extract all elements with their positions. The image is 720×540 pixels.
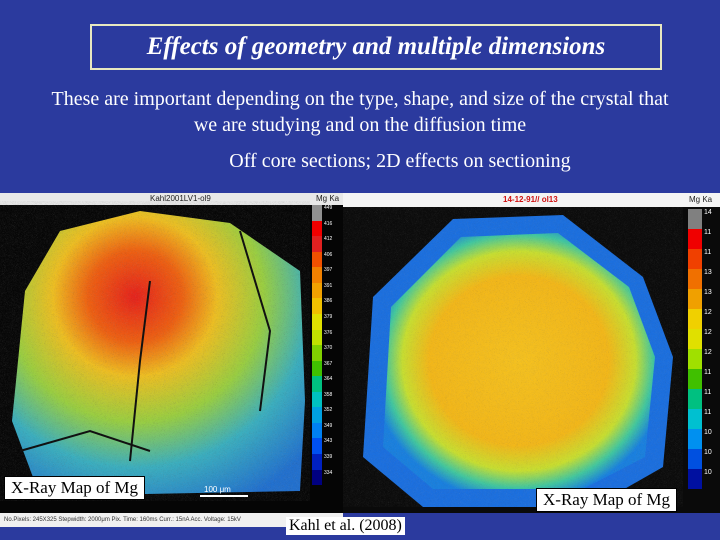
legend-value: 12	[704, 329, 712, 336]
legend-value: 11	[704, 249, 712, 256]
legend-value: 11	[704, 389, 712, 396]
subnote: Off core sections; 2D effects on section…	[229, 150, 571, 172]
legend-value: 11	[704, 369, 712, 376]
legend-value: 10	[704, 429, 712, 436]
right-color-legend	[688, 209, 702, 489]
right-crystal-image	[363, 215, 673, 507]
legend-value: 364	[324, 376, 333, 383]
left-xray-map: Kahl2001LV1-ol9 Mg Ka 449 416 412 406 397 391…	[0, 193, 343, 513]
legend-value: 370	[324, 345, 333, 352]
legend-value: 14	[704, 209, 712, 216]
left-legend-labels: 449 416 412 406 397 391 386 379 376 370 367 364 358 3…	[324, 205, 342, 485]
legend-value: 12	[704, 349, 712, 356]
legend-value: 358	[324, 391, 333, 398]
right-map-header-title: 14-12-91// ol13	[503, 195, 558, 204]
legend-value: 13	[704, 269, 712, 276]
left-map-header-title: Kahl2001LV1-ol9	[150, 194, 211, 203]
subtitle: These are important depending on the typ…	[51, 88, 669, 136]
right-map-header-label: Mg Ka	[689, 195, 713, 204]
right-legend-labels: 14 11 11 13 13 12 12 12 11 11 11 10 10 10	[704, 209, 720, 489]
scale-bar	[200, 495, 248, 497]
right-xray-map: 14-12-91// ol13 Mg Ka 14 11 11 13 13 12 12 12 11…	[343, 193, 720, 513]
legend-value: 10	[704, 469, 712, 476]
legend-value: 343	[324, 438, 333, 445]
legend-value: 352	[324, 407, 333, 414]
legend-value: 412	[324, 236, 333, 243]
legend-value: 391	[324, 282, 333, 289]
legend-value: 376	[324, 329, 333, 336]
legend-value: 416	[324, 220, 333, 227]
left-map-caption: X-Ray Map of Mg	[4, 476, 146, 500]
legend-value: 11	[704, 229, 712, 236]
legend-value: 379	[324, 313, 333, 320]
legend-value: 10	[704, 449, 712, 456]
legend-value: 339	[324, 454, 333, 460]
citation: Kahl et al. (2008)	[286, 517, 405, 535]
legend-value: 11	[704, 409, 712, 416]
left-map-header-label: Mg Ka	[316, 194, 340, 203]
legend-value: 386	[324, 298, 333, 305]
scale-label: 100 μm	[204, 485, 231, 494]
slide-title: Effects of geometry and multiple dimensi…	[146, 33, 606, 60]
legend-value: 367	[324, 360, 333, 367]
title-box: Effects of geometry and multiple dimensi…	[90, 24, 662, 70]
legend-value: 12	[704, 309, 712, 316]
legend-value: 449	[324, 205, 333, 211]
legend-value: 349	[324, 422, 333, 429]
legend-value: 13	[704, 289, 712, 296]
legend-value: 397	[324, 267, 333, 274]
right-map-caption: X-Ray Map of Mg	[536, 488, 678, 512]
legend-value: 334	[324, 469, 333, 476]
legend-value: 406	[324, 251, 333, 258]
left-map-footer: No.Pixels: 245X325 Stepwidth: 2000μm Pix…	[0, 513, 343, 527]
left-color-legend	[312, 205, 322, 486]
left-crystal-image	[12, 211, 305, 496]
